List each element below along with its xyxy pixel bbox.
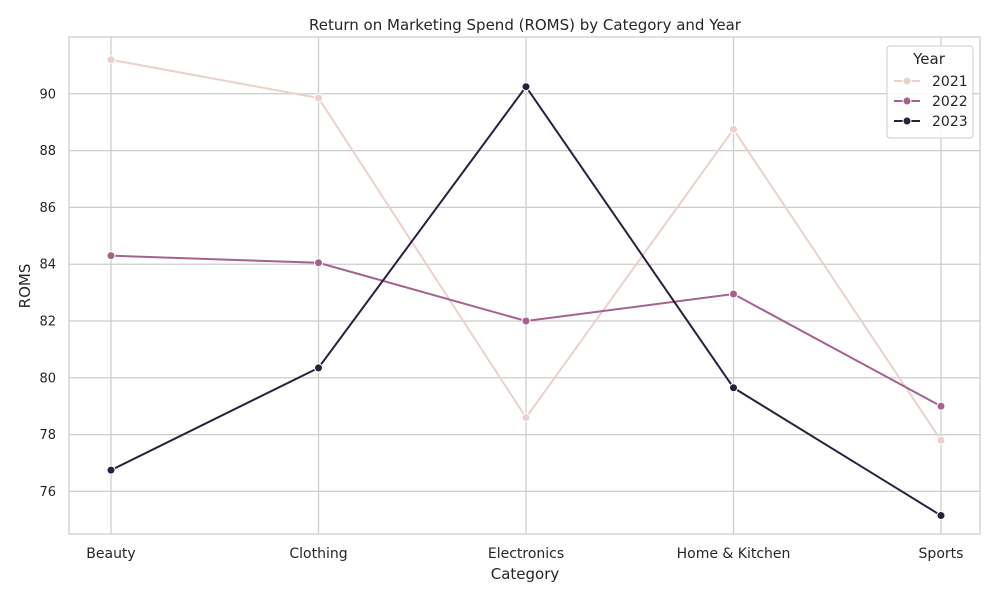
data-point-2023	[936, 511, 946, 521]
legend: Year 2021 2022 2023	[886, 45, 974, 139]
chart-title: Return on Marketing Spend (ROMS) by Cate…	[309, 16, 742, 34]
data-point-2023	[106, 465, 116, 475]
x-tick-label: Sports	[919, 546, 964, 562]
data-point-2022	[729, 289, 738, 299]
data-point-2022	[936, 401, 946, 411]
x-tick-label: Home & Kitchen	[677, 546, 791, 562]
y-tick-label: 84	[39, 258, 56, 273]
data-point-2022	[521, 316, 531, 326]
legend-label: 2021	[932, 74, 968, 90]
y-axis-label: ROMS	[16, 264, 34, 309]
data-point-2023	[314, 363, 323, 373]
y-tick-label: 78	[39, 428, 56, 443]
data-point-2021	[521, 413, 531, 423]
y-tick-label: 88	[39, 144, 56, 159]
data-point-2021	[314, 93, 323, 103]
y-tick-label: 86	[39, 201, 56, 216]
plot-area	[68, 36, 981, 535]
data-point-2022	[314, 258, 323, 268]
x-tick-label: Beauty	[86, 546, 135, 562]
legend-box	[886, 45, 974, 139]
y-tick-label: 80	[39, 371, 56, 386]
legend-swatch-marker	[902, 96, 912, 106]
data-point-2023	[521, 82, 531, 92]
data-point-2021	[106, 55, 116, 65]
data-point-2022	[106, 251, 116, 261]
x-tick-labels: Beauty Clothing Electronics Home & Kitchen S…	[86, 546, 963, 562]
legend-swatch-marker	[902, 76, 912, 86]
x-tick-label: Electronics	[488, 546, 564, 562]
data-point-2023	[729, 383, 738, 393]
data-point-2021	[729, 124, 738, 134]
y-tick-label: 90	[39, 87, 56, 102]
legend-label: 2023	[932, 114, 968, 130]
x-tick-label: Clothing	[289, 546, 347, 562]
y-tick-labels: 76 78 80 82 84 86 88 90	[39, 87, 56, 500]
y-tick-label: 82	[39, 315, 56, 330]
y-tick-label: 76	[39, 485, 56, 500]
legend-swatch-marker	[902, 116, 912, 126]
legend-label: 2022	[932, 94, 968, 110]
data-point-2021	[936, 435, 946, 445]
x-axis-label: Category	[491, 565, 560, 583]
legend-title: Year	[912, 50, 946, 68]
series-layer	[106, 55, 946, 521]
